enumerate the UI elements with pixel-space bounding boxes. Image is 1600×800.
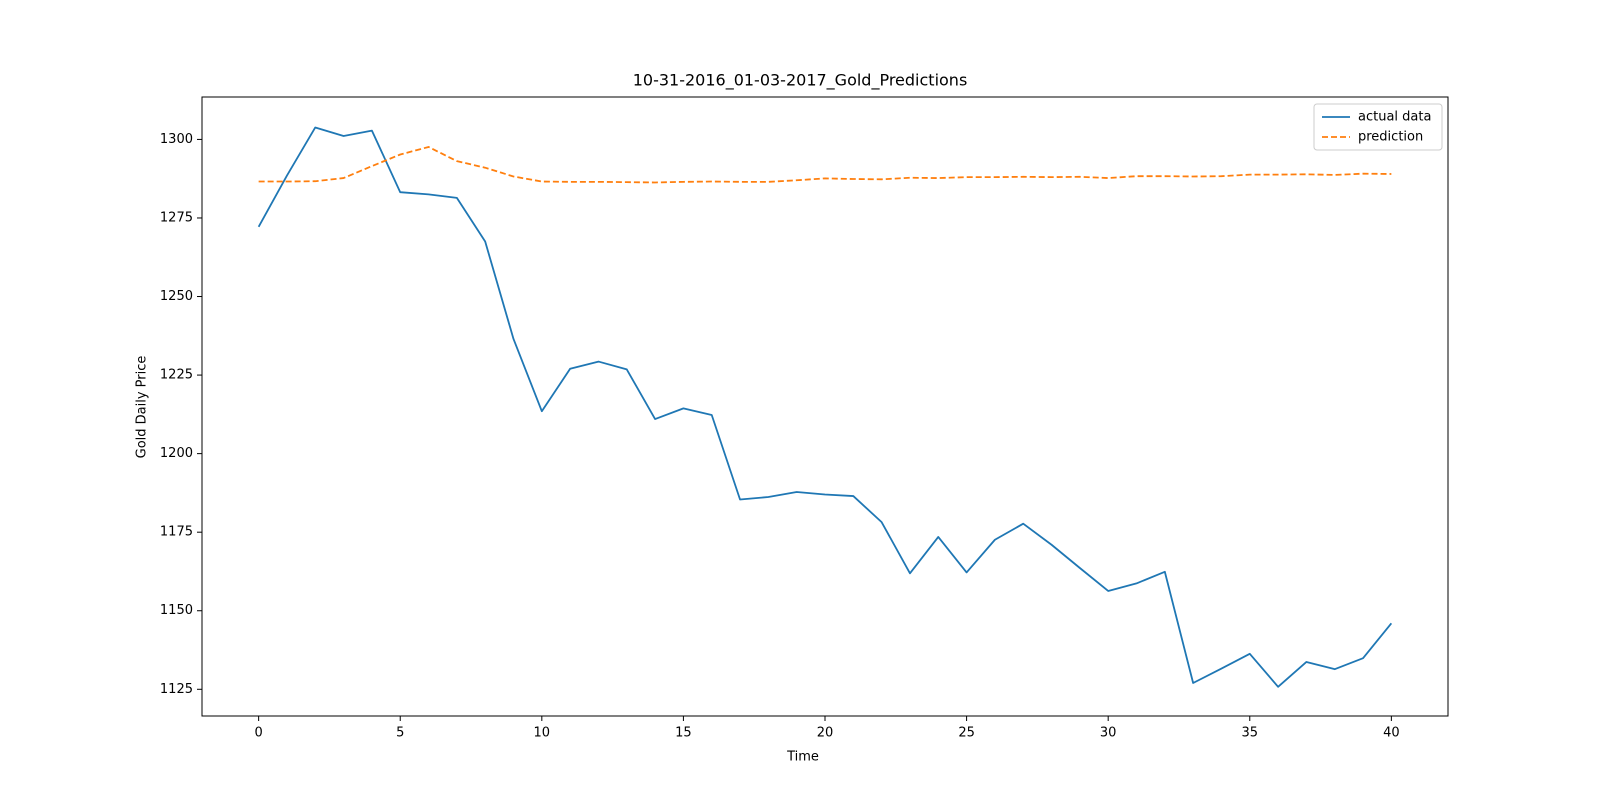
series-layer xyxy=(257,126,1393,688)
legend-label-actual-data: actual data xyxy=(1358,110,1431,125)
y-tick-label: 1275 xyxy=(160,210,193,225)
x-tick-label: 20 xyxy=(817,726,834,741)
legend-box xyxy=(1313,103,1443,151)
x-tick-label: 30 xyxy=(1100,726,1117,741)
y-tick-label: 1175 xyxy=(160,525,193,540)
x-tick-label: 10 xyxy=(534,726,551,741)
chart-title: 10-31-2016_01-03-2017_Gold_Predictions xyxy=(633,71,968,91)
y-tick-label: 1125 xyxy=(160,682,193,697)
legend-label-prediction: prediction xyxy=(1358,130,1423,145)
y-tick-label: 1150 xyxy=(160,603,193,618)
x-axis: 0 5 10 15 20 25 30 35 40 xyxy=(254,716,1400,741)
y-tick-label: 1300 xyxy=(160,132,193,147)
y-tick-label: 1200 xyxy=(160,446,193,461)
y-tick-label: 1250 xyxy=(160,289,193,304)
x-tick-label: 15 xyxy=(675,726,692,741)
x-tick-label: 40 xyxy=(1383,726,1400,741)
x-tick-label: 35 xyxy=(1241,726,1258,741)
x-tick-label: 0 xyxy=(254,726,262,741)
series-line-prediction xyxy=(258,146,1392,184)
legend: actual data prediction xyxy=(1313,103,1443,151)
series-line-actual-data xyxy=(257,126,1393,688)
x-axis-label: Time xyxy=(786,750,819,765)
x-tick-label: 5 xyxy=(396,726,404,741)
y-axis-label: Gold Daily Price xyxy=(135,356,150,459)
x-tick-label: 25 xyxy=(958,726,975,741)
y-tick-label: 1225 xyxy=(160,368,193,383)
y-axis: 1125 1150 1175 1200 1225 1250 1275 1300 xyxy=(160,132,202,697)
